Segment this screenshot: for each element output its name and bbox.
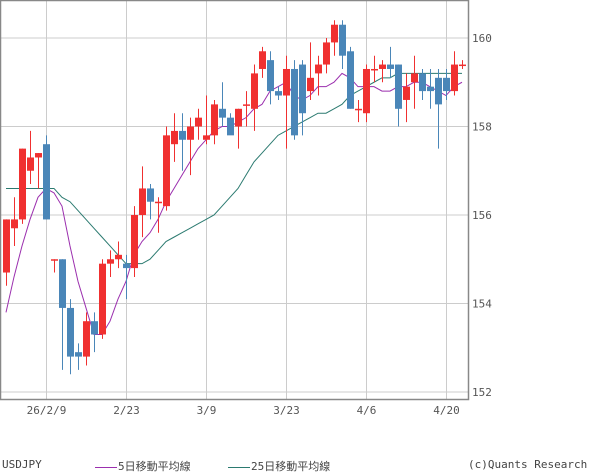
candle xyxy=(355,99,362,123)
ma5-line xyxy=(5,72,463,335)
candle xyxy=(75,343,82,370)
y-tick-label: 158 xyxy=(472,121,492,134)
ma25-line xyxy=(6,72,462,265)
candle xyxy=(315,55,322,96)
candle xyxy=(139,166,146,238)
candle xyxy=(427,68,434,109)
plot-frame xyxy=(0,0,470,401)
candle xyxy=(379,60,386,83)
x-tick-label: 3/23 xyxy=(273,404,300,417)
candle xyxy=(99,259,106,339)
symbol-label: USDJPY xyxy=(2,458,42,471)
candle xyxy=(43,135,50,220)
candle xyxy=(155,197,162,233)
candle xyxy=(27,130,34,185)
candle xyxy=(451,51,458,96)
candle xyxy=(91,312,98,353)
ma25-line-swatch-icon xyxy=(228,466,250,468)
candle xyxy=(11,197,18,246)
candle xyxy=(219,82,226,127)
candle xyxy=(19,148,26,224)
candle xyxy=(67,299,74,375)
candle xyxy=(203,95,210,145)
candle xyxy=(331,20,338,56)
candle xyxy=(3,219,10,286)
x-tick-label: 2/23 xyxy=(113,404,140,417)
candle xyxy=(107,250,114,277)
candle xyxy=(123,254,130,300)
candle xyxy=(243,91,250,127)
candle xyxy=(131,206,138,277)
candle xyxy=(251,64,258,131)
candle xyxy=(211,99,218,145)
candle xyxy=(291,60,298,140)
candle xyxy=(387,46,394,78)
x-tick-label: 4/20 xyxy=(433,404,460,417)
candle xyxy=(195,108,202,140)
candle xyxy=(35,153,42,189)
candle xyxy=(179,113,186,171)
candle xyxy=(83,312,90,366)
candle xyxy=(323,38,330,74)
ma5-line-swatch-icon xyxy=(95,466,117,468)
legend-ma25: 25日移動平均線 xyxy=(228,458,330,474)
candle xyxy=(411,55,418,109)
candle xyxy=(443,68,450,100)
candle xyxy=(163,126,170,211)
candle xyxy=(227,113,234,136)
candle xyxy=(347,46,354,109)
candle xyxy=(267,51,274,105)
candle xyxy=(259,46,266,78)
y-tick-label: 152 xyxy=(472,386,492,399)
candle xyxy=(299,60,306,136)
copyright-credit: (c)Quants Research xyxy=(468,458,588,471)
ma5-label: 5日移動平均線 xyxy=(118,460,191,473)
candle xyxy=(59,259,66,370)
legend-ma5: 5日移動平均線 xyxy=(95,458,191,474)
y-tick-label: 160 xyxy=(472,32,492,45)
ma25-label: 25日移動平均線 xyxy=(251,460,331,473)
x-tick-label: 26/2/9 xyxy=(27,404,67,417)
candle xyxy=(51,259,58,273)
candle xyxy=(363,64,370,123)
candle xyxy=(275,86,282,100)
candle xyxy=(235,108,242,149)
candle xyxy=(187,117,194,176)
candle xyxy=(435,68,442,149)
candle xyxy=(459,60,466,69)
candle xyxy=(419,68,426,100)
candle xyxy=(403,73,410,123)
x-tick-label: 4/6 xyxy=(357,404,377,417)
y-tick-label: 154 xyxy=(472,298,492,311)
candle xyxy=(371,55,378,83)
candle xyxy=(283,55,290,149)
y-tick-label: 156 xyxy=(472,209,492,222)
candlestick-chart: 152 154 156 158 160 26/2/9 2/23 3/9 3/23 4/6 4/20 xyxy=(0,0,492,417)
candle xyxy=(339,20,346,69)
candle xyxy=(171,113,178,162)
candle xyxy=(147,184,154,220)
legend: USDJPY 5日移動平均線 25日移動平均線 (c)Quants Resear… xyxy=(0,458,600,474)
candle xyxy=(307,42,314,100)
candle xyxy=(395,64,402,127)
x-tick-label: 3/9 xyxy=(197,404,217,417)
candle xyxy=(115,241,122,269)
